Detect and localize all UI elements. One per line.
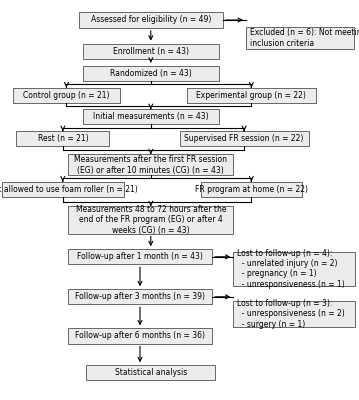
- FancyBboxPatch shape: [68, 289, 212, 304]
- FancyBboxPatch shape: [83, 44, 219, 59]
- Text: FR program at home (n = 22): FR program at home (n = 22): [195, 185, 308, 194]
- Text: Assessed for eligibility (n = 49): Assessed for eligibility (n = 49): [90, 16, 211, 24]
- FancyBboxPatch shape: [68, 328, 212, 344]
- FancyBboxPatch shape: [187, 88, 316, 103]
- FancyBboxPatch shape: [180, 131, 309, 146]
- Text: Randomized (n = 43): Randomized (n = 43): [110, 69, 192, 78]
- FancyBboxPatch shape: [68, 206, 233, 234]
- Text: Lost to follow-up (n = 3):
  - unresponsiveness (n = 2)
  - surgery (n = 1): Lost to follow-up (n = 3): - unresponsiv…: [237, 299, 345, 329]
- Text: Lost to follow-up (n = 4):
  - unrelated injury (n = 2)
  - pregnancy (n = 1)
  : Lost to follow-up (n = 4): - unrelated i…: [237, 249, 345, 289]
- FancyBboxPatch shape: [16, 131, 109, 146]
- Text: Experimental group (n = 22): Experimental group (n = 22): [196, 91, 306, 100]
- Text: Control group (n = 21): Control group (n = 21): [23, 91, 109, 100]
- FancyBboxPatch shape: [83, 66, 219, 81]
- FancyBboxPatch shape: [233, 301, 355, 327]
- FancyBboxPatch shape: [68, 154, 233, 175]
- Text: Follow-up after 6 months (n = 36): Follow-up after 6 months (n = 36): [75, 332, 205, 340]
- FancyBboxPatch shape: [86, 365, 215, 380]
- Text: Statistical analysis: Statistical analysis: [115, 368, 187, 377]
- FancyBboxPatch shape: [68, 249, 212, 264]
- Text: Excluded (n = 6): Not meeting
inclusion criteria: Excluded (n = 6): Not meeting inclusion …: [250, 28, 359, 48]
- FancyBboxPatch shape: [83, 109, 219, 124]
- Text: Measurements 48 to 72 hours after the
end of the FR program (EG) or after 4
week: Measurements 48 to 72 hours after the en…: [75, 205, 226, 235]
- FancyBboxPatch shape: [246, 27, 354, 49]
- Text: Follow-up after 1 month (n = 43): Follow-up after 1 month (n = 43): [77, 252, 203, 261]
- FancyBboxPatch shape: [13, 88, 120, 103]
- FancyBboxPatch shape: [233, 252, 355, 286]
- FancyBboxPatch shape: [201, 182, 302, 197]
- Text: Supervised FR session (n = 22): Supervised FR session (n = 22): [185, 134, 304, 143]
- Text: Enrollment (n = 43): Enrollment (n = 43): [113, 47, 189, 56]
- Text: Follow-up after 3 months (n = 39): Follow-up after 3 months (n = 39): [75, 292, 205, 301]
- FancyBboxPatch shape: [79, 12, 223, 28]
- FancyBboxPatch shape: [2, 182, 124, 197]
- Text: Rest (n = 21): Rest (n = 21): [37, 134, 88, 143]
- Text: Initial measurements (n = 43): Initial measurements (n = 43): [93, 112, 209, 121]
- Text: Not allowed to use foam roller (n = 21): Not allowed to use foam roller (n = 21): [0, 185, 138, 194]
- Text: Measurements after the first FR session
(EG) or after 10 minutes (CG) (n = 43): Measurements after the first FR session …: [74, 155, 227, 174]
